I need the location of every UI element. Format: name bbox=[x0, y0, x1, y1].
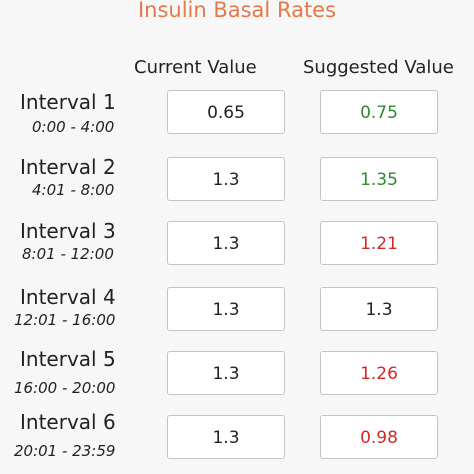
suggested-value-field[interactable]: 0.75 bbox=[320, 90, 438, 134]
interval-label: Interval 6 bbox=[20, 410, 116, 434]
interval-label: Interval 2 bbox=[20, 155, 116, 179]
suggested-value-field[interactable]: 0.98 bbox=[320, 415, 438, 459]
current-value-field[interactable]: 1.3 bbox=[167, 351, 285, 395]
interval-row: Interval 6 20:01 - 23:59 1.3 0.98 bbox=[0, 410, 474, 470]
interval-time-range: 8:01 - 12:00 bbox=[22, 245, 114, 263]
interval-row: Interval 3 8:01 - 12:00 1.3 1.21 bbox=[0, 219, 474, 279]
interval-label: Interval 3 bbox=[20, 219, 116, 243]
suggested-value-field[interactable]: 1.3 bbox=[320, 287, 438, 331]
interval-time-range: 20:01 - 23:59 bbox=[14, 442, 116, 460]
interval-row: Interval 4 12:01 - 16:00 1.3 1.3 bbox=[0, 285, 474, 345]
interval-time-range: 12:01 - 16:00 bbox=[14, 311, 116, 329]
interval-label: Interval 5 bbox=[20, 347, 116, 371]
current-value-field[interactable]: 1.3 bbox=[167, 221, 285, 265]
current-value-header: Current Value bbox=[134, 57, 257, 78]
interval-time-range: 0:00 - 4:00 bbox=[32, 118, 115, 136]
interval-time-range: 16:00 - 20:00 bbox=[14, 379, 116, 397]
interval-label: Interval 1 bbox=[20, 90, 116, 114]
suggested-value-field[interactable]: 1.21 bbox=[320, 221, 438, 265]
current-value-field[interactable]: 0.65 bbox=[167, 90, 285, 134]
page-title: Insulin Basal Rates bbox=[137, 0, 337, 22]
suggested-value-field[interactable]: 1.26 bbox=[320, 351, 438, 395]
interval-row: Interval 5 16:00 - 20:00 1.3 1.26 bbox=[0, 347, 474, 407]
interval-label: Interval 4 bbox=[20, 285, 116, 309]
current-value-field[interactable]: 1.3 bbox=[167, 287, 285, 331]
interval-row: Interval 1 0:00 - 4:00 0.65 0.75 bbox=[0, 90, 474, 150]
interval-row: Interval 2 4:01 - 8:00 1.3 1.35 bbox=[0, 155, 474, 215]
suggested-value-field[interactable]: 1.35 bbox=[320, 157, 438, 201]
suggested-value-header: Suggested Value bbox=[303, 57, 454, 78]
interval-time-range: 4:01 - 8:00 bbox=[32, 181, 115, 199]
current-value-field[interactable]: 1.3 bbox=[167, 157, 285, 201]
current-value-field[interactable]: 1.3 bbox=[167, 415, 285, 459]
